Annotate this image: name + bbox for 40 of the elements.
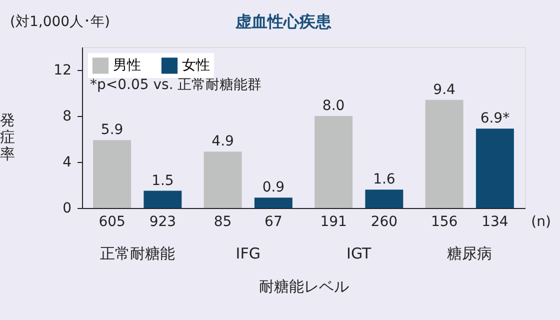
text: 260	[370, 214, 398, 230]
bar	[365, 190, 404, 208]
data-label: 1.5	[152, 172, 174, 189]
bar	[425, 100, 464, 208]
text: 67	[264, 214, 282, 230]
text: 923	[149, 214, 176, 230]
text: (n)	[531, 214, 551, 230]
bar	[144, 190, 182, 208]
y-tick-label: 4	[62, 154, 72, 170]
x-tick-label: 糖尿病	[447, 244, 492, 262]
legend-label: 男性	[113, 58, 141, 74]
data-label: 9.4	[433, 82, 456, 98]
text: 605	[98, 214, 126, 230]
bar	[254, 198, 292, 208]
data-label: 0.9	[262, 180, 285, 196]
text: 85	[214, 214, 232, 230]
text: 156	[430, 214, 458, 230]
data-label: 8.0	[322, 98, 345, 114]
legend-label: 女性	[182, 58, 210, 74]
text: 134	[482, 214, 508, 230]
data-label: 4.9	[212, 134, 234, 150]
x-axis-title: 耐糖能レベル	[259, 278, 349, 296]
text: (対1,000人･年)	[10, 14, 110, 30]
x-tick-label: 正常耐糖能	[100, 244, 175, 262]
bar	[204, 152, 242, 208]
y-tick-label: 12	[54, 62, 72, 78]
bar	[314, 116, 353, 208]
bar	[93, 140, 132, 208]
bar	[476, 128, 514, 208]
chart-title: 虚血性心疾患	[234, 12, 332, 31]
x-tick-label: IFG	[236, 244, 260, 262]
data-label: 5.9	[100, 122, 124, 138]
data-label: 1.6	[373, 172, 396, 188]
annotation: *p<0.05 vs. 正常耐糖能群	[90, 77, 262, 93]
x-tick-label: IGT	[346, 244, 372, 262]
data-label: 6.9*	[480, 110, 510, 127]
y-tick-label: 8	[62, 108, 72, 124]
y-axis-title: 発症率	[0, 111, 16, 163]
y-tick-label: 0	[62, 200, 72, 216]
text: 191	[320, 214, 347, 230]
